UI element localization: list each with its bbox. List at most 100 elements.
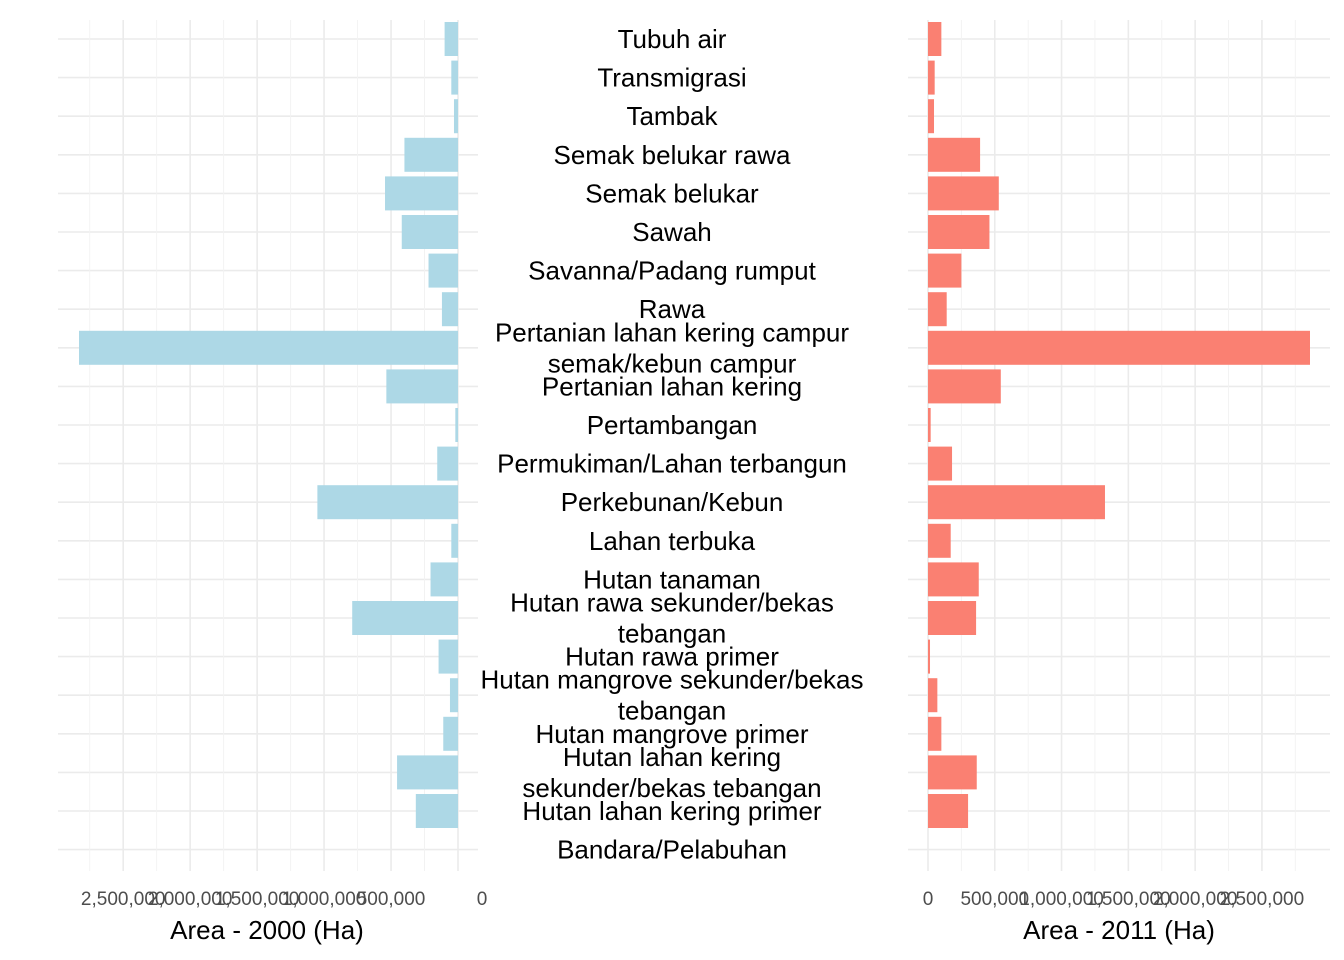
right-panel-bar-hutan-lahan-kering-primer — [928, 794, 969, 828]
category-label: Permukiman/Lahan terbangun — [497, 449, 847, 479]
right-panel-bar-lahan-terbuka — [928, 523, 951, 558]
right-panel-bar-hutan-rawa-sekunder-bekas-tebangan — [928, 601, 977, 635]
right-panel-tick-label: 2,500,000 — [1220, 889, 1305, 910]
right-panel-bar-rawa — [928, 292, 947, 327]
left-panel-bar-hutan-mangrove-primer — [443, 716, 458, 751]
left-panel-bar-lahan-terbuka — [451, 523, 458, 558]
category-label-line: Pertanian lahan kering — [542, 371, 802, 401]
right-panel-bars — [928, 22, 1310, 828]
right-panel-bar-semak-belukar-rawa — [928, 137, 981, 172]
left-panel-bar-hutan-lahan-kering-sekunder-bekas-tebangan — [397, 755, 458, 790]
category-label-line: Semak belukar — [585, 178, 759, 208]
left-panel-tick-labels: 2,500,0002,000,0001,500,0001,000,000500,… — [81, 889, 487, 910]
left-panel-grid — [58, 20, 478, 871]
category-label-line: tebangan — [618, 619, 726, 649]
category-label: Tambak — [626, 101, 718, 131]
left-panel-tick-label: 2,500,000 — [81, 889, 166, 910]
right-panel-bar-hutan-lahan-kering-sekunder-bekas-tebangan — [928, 755, 977, 790]
right-panel-tick-label: 1,500,000 — [1086, 889, 1171, 910]
category-label-line: sekunder/bekas tebangan — [522, 773, 821, 803]
category-label-line: Pertanian lahan kering campur — [495, 317, 849, 347]
category-label: Hutan lahan kering primer — [522, 796, 821, 826]
category-label-line: Hutan tanaman — [583, 564, 761, 594]
category-label: Hutan rawa sekunder/bekas tebangan — [510, 588, 834, 649]
category-label-line: tebangan — [618, 696, 726, 726]
left-panel-tick-label: 0 — [477, 889, 488, 910]
right-panel-x-axis-title: Area - 2011 (Ha) — [1023, 915, 1215, 945]
left-panel-x-axis-title: Area - 2000 (Ha) — [170, 915, 364, 945]
left-panel-bar-tambak — [453, 99, 458, 134]
right-panel-tick-label: 2,000,000 — [1153, 889, 1238, 910]
category-label-line: Semak belukar rawa — [554, 140, 792, 170]
category-label-line: Perkebunan/Kebun — [561, 487, 784, 517]
category-label-line: Permukiman/Lahan terbangun — [497, 449, 847, 479]
right-panel-bar-tambak — [928, 99, 935, 134]
category-label: Perkebunan/Kebun — [561, 487, 784, 517]
left-panel-bar-semak-belukar-rawa — [404, 137, 458, 172]
right-panel-bar-tubuh-air — [928, 22, 942, 56]
category-label: Savanna/Padang rumput — [528, 256, 816, 286]
category-label: Pertambangan — [587, 410, 758, 440]
category-label-line: Rawa — [639, 294, 706, 324]
category-label: Tubuh air — [618, 24, 727, 54]
category-label: Pertanian lahan kering — [542, 371, 802, 401]
category-label-line: Pertambangan — [587, 410, 758, 440]
category-label-line: Tubuh air — [618, 24, 727, 54]
right-panel-bar-permukiman-lahan-terbangun — [928, 446, 953, 481]
left-panel-bar-tubuh-air — [444, 22, 458, 56]
category-label: Sawah — [632, 217, 712, 247]
left-panel-tick-label: 1,000,000 — [282, 889, 367, 910]
right-panel-bar-pertambangan — [928, 408, 931, 442]
category-label: Hutan rawa primer — [565, 642, 779, 672]
category-label-line: Hutan lahan kering primer — [522, 796, 821, 826]
right-panel-bar-perkebunan-kebun — [928, 485, 1105, 520]
category-label: Bandara/Pelabuhan — [557, 835, 787, 865]
right-panel-bar-semak-belukar — [928, 176, 999, 211]
left-panel-bar-hutan-lahan-kering-primer — [415, 794, 458, 828]
right-panel-tick-label: 500,000 — [960, 889, 1029, 910]
left-panel-bar-transmigrasi — [451, 60, 458, 95]
left-panel-bar-savanna-padang-rumput — [428, 253, 458, 288]
right-panel-bar-hutan-mangrove-sekunder-bekas-tebangan — [928, 678, 938, 713]
left-panel-bars — [79, 22, 458, 828]
category-label-line: semak/kebun campur — [548, 348, 797, 378]
left-panel-tick-label: 2,000,000 — [148, 889, 233, 910]
right-panel-bar-savanna-padang-rumput — [928, 253, 962, 288]
left-panel-tick-label: 500,000 — [357, 889, 426, 910]
category-labels: Tubuh air Transmigrasi Tambak Semak belukar… — [480, 24, 863, 865]
left-panel-bar-permukiman-lahan-terbangun — [437, 446, 458, 481]
category-label: Hutan mangrove sekunder/bekas tebangan — [480, 665, 863, 726]
right-panel-bar-pertanian-lahan-kering — [928, 369, 1001, 404]
category-label: Transmigrasi — [597, 63, 746, 93]
right-panel-bar-hutan-rawa-primer — [928, 639, 931, 674]
left-panel-bar-pertanian-lahan-kering — [386, 369, 458, 404]
left-panel-bar-rawa — [441, 292, 458, 327]
category-label: Lahan terbuka — [589, 526, 756, 556]
category-label-line: Savanna/Padang rumput — [528, 256, 816, 286]
left-panel-bar-pertanian-lahan-kering-campur-semak-kebun-campur — [79, 330, 458, 365]
right-panel-tick-labels: 0 500,0001,000,0001,500,0002,000,0002,500… — [923, 889, 1304, 910]
category-label: Hutan tanaman — [583, 564, 761, 594]
category-label-line: Hutan rawa sekunder/bekas — [510, 588, 834, 618]
category-label-line: Tambak — [626, 101, 718, 131]
category-label-line: Hutan rawa primer — [565, 642, 779, 672]
category-label: Semak belukar — [585, 178, 759, 208]
left-panel-bar-perkebunan-kebun — [317, 485, 458, 520]
right-panel-bar-transmigrasi — [928, 60, 935, 95]
right-panel-bar-pertanian-lahan-kering-campur-semak-kebun-campur — [928, 330, 1310, 365]
category-label-line: Transmigrasi — [597, 63, 746, 93]
category-label: Hutan lahan kering sekunder/bekas tebanga… — [522, 742, 821, 803]
category-label: Pertanian lahan kering campur semak/kebun… — [495, 317, 849, 378]
left-panel-tick-label: 1,500,000 — [215, 889, 300, 910]
category-label-line: Hutan mangrove primer — [535, 719, 808, 749]
category-label-line: Bandara/Pelabuhan — [557, 835, 787, 865]
left-panel-bar-hutan-rawa-primer — [438, 639, 458, 674]
category-label: Semak belukar rawa — [554, 140, 792, 170]
category-label-line: Lahan terbuka — [589, 526, 756, 556]
category-label-line: Hutan lahan kering — [563, 742, 781, 772]
right-panel-bar-hutan-tanaman — [928, 562, 979, 597]
right-panel-bar-sawah — [928, 215, 990, 249]
left-panel-bar-semak-belukar — [385, 176, 458, 211]
category-label-line: Sawah — [632, 217, 712, 247]
